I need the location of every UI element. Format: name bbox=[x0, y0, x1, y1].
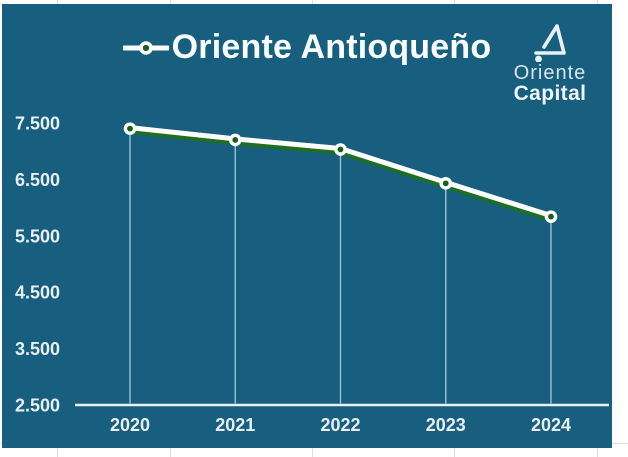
x-axis-year-label: 2024 bbox=[531, 415, 571, 435]
logo-a-icon bbox=[534, 24, 566, 62]
y-axis-tick-label: 7.500 bbox=[15, 114, 60, 134]
y-axis-tick-label: 6.500 bbox=[15, 170, 60, 190]
data-point-marker-dot bbox=[232, 137, 239, 143]
x-axis-year-label: 2023 bbox=[426, 415, 466, 435]
y-axis-tick-label: 5.500 bbox=[15, 226, 60, 246]
logo-text-oriente: Oriente bbox=[513, 62, 587, 84]
logo-text-capital: Capital bbox=[513, 82, 587, 105]
data-point-marker-dot bbox=[442, 180, 449, 187]
data-point-marker-dot bbox=[127, 125, 133, 132]
data-point-marker-dot bbox=[337, 146, 344, 153]
x-axis-year-label: 2021 bbox=[215, 415, 255, 435]
chart-area: Oriente Antioqueño Oriente Capital bbox=[2, 4, 612, 448]
x-axis-year-label: 2022 bbox=[320, 415, 360, 435]
x-axis-year-label: 2020 bbox=[110, 415, 150, 435]
legend-line-marker-icon bbox=[122, 40, 169, 55]
chart-title: Oriente Antioqueño bbox=[171, 28, 492, 66]
y-axis-tick-label: 2.500 bbox=[15, 396, 60, 416]
chart-title-row: Oriente Antioqueño bbox=[2, 28, 612, 67]
y-axis-tick-label: 4.500 bbox=[15, 283, 60, 303]
y-axis-tick-label: 3.500 bbox=[15, 339, 60, 359]
data-point-marker-dot bbox=[548, 213, 554, 220]
oriente-capital-logo: Oriente Capital bbox=[498, 22, 602, 105]
